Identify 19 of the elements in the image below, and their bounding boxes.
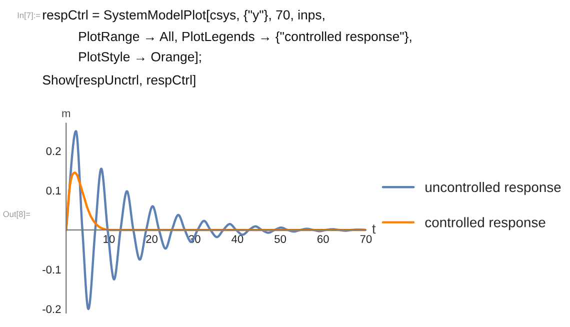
text: respCtrl = SystemModelPlot[csys, {"y"}, 70, inps, bbox=[43, 10, 324, 22]
x-tick-label: 40 bbox=[232, 235, 244, 243]
x-tick-label: 60 bbox=[317, 235, 329, 243]
y-tick-label: 0.1 bbox=[46, 186, 61, 195]
text: In[7]:= bbox=[18, 12, 40, 20]
x-tick-label: 50 bbox=[274, 235, 286, 243]
text: PlotRange → All, PlotLegends → {"controlled response"}, bbox=[79, 31, 412, 44]
y-tick-label: 0.2 bbox=[46, 147, 61, 156]
y-axis-title: m bbox=[62, 111, 70, 118]
text: PlotStyle → Orange]; bbox=[79, 52, 201, 64]
legend-label: uncontrolled response bbox=[426, 182, 561, 195]
x-axis-title: t bbox=[372, 224, 376, 234]
legend-label: controlled response bbox=[425, 217, 546, 230]
x-tick-label: 70 bbox=[360, 235, 372, 243]
text: Out[8]= bbox=[3, 210, 30, 219]
x-tick-label: 20 bbox=[146, 235, 158, 243]
text: Show[respUnctrl, respCtrl] bbox=[42, 74, 196, 88]
y-tick-label: -0.1 bbox=[42, 266, 61, 274]
y-tick-label: -0.2 bbox=[42, 305, 61, 314]
